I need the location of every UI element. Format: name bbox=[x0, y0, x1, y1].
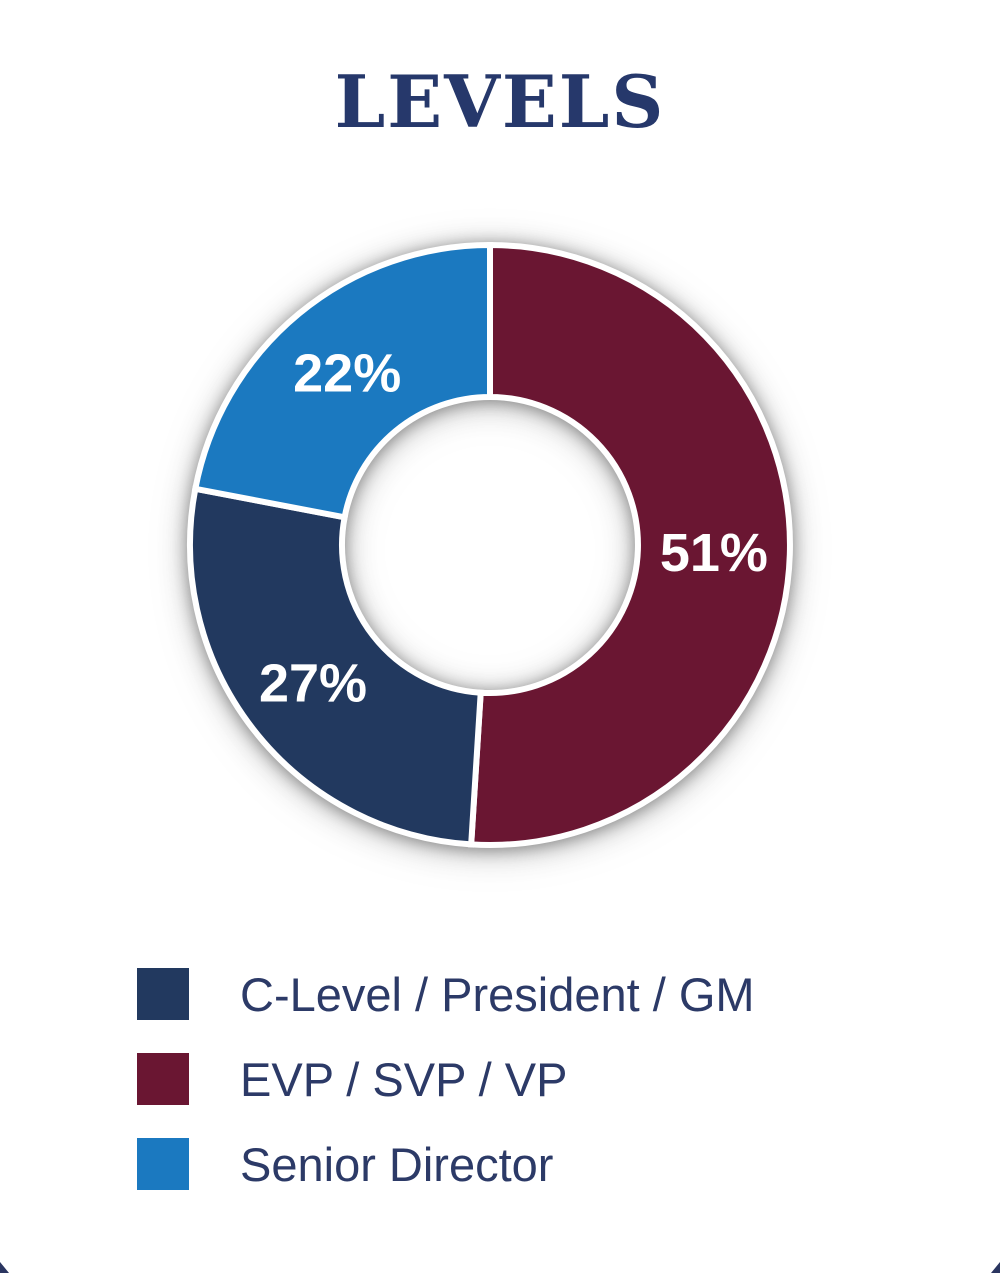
legend-swatch-maroon bbox=[137, 1053, 189, 1105]
legend-item-c-level: C-Level / President / GM bbox=[137, 968, 755, 1020]
legend-item-evp: EVP / SVP / VP bbox=[137, 1053, 755, 1105]
donut-segments: 51% 27% 22% bbox=[186, 241, 793, 848]
legend-label: C-Level / President / GM bbox=[240, 967, 755, 1021]
donut-segment-0 bbox=[467, 241, 793, 848]
legend-label: Senior Director bbox=[240, 1137, 554, 1191]
donut-segment-1 bbox=[186, 485, 484, 848]
segment-percent-label: 27% bbox=[259, 653, 367, 713]
segment-percent-label: 51% bbox=[660, 523, 768, 583]
chart-title: LEVELS bbox=[334, 59, 666, 144]
legend-label: EVP / SVP / VP bbox=[240, 1052, 568, 1106]
bottom-right-wedge-decoration bbox=[991, 1262, 1000, 1273]
legend-item-senior-director: Senior Director bbox=[137, 1138, 755, 1190]
legend-swatch-navy bbox=[137, 968, 189, 1020]
chart-legend: C-Level / President / GM EVP / SVP / VP … bbox=[137, 968, 755, 1190]
bottom-left-wedge-decoration bbox=[0, 1262, 9, 1273]
segment-percent-label: 22% bbox=[293, 343, 401, 403]
legend-swatch-blue bbox=[137, 1138, 189, 1190]
donut-segment-2 bbox=[191, 241, 493, 521]
